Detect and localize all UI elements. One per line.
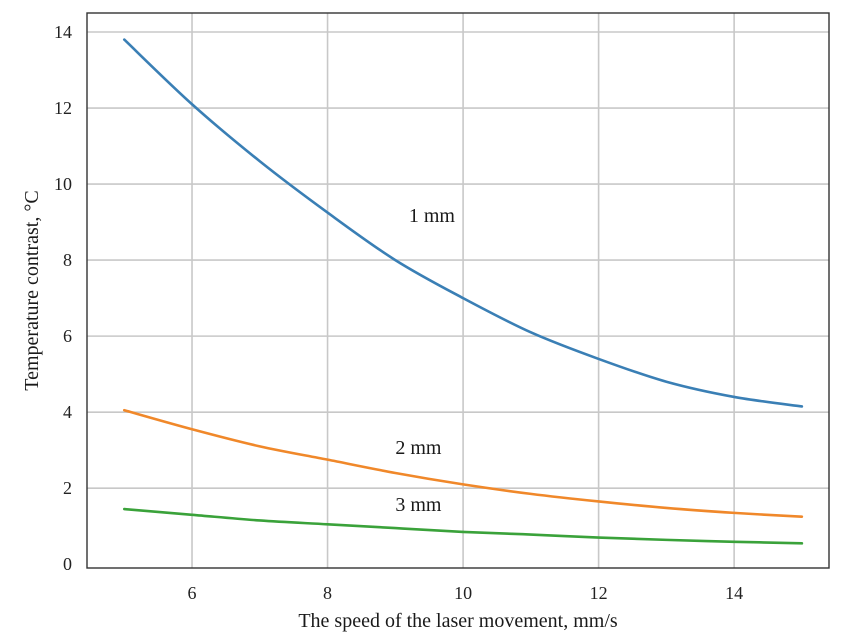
series-label-2-mm: 2 mm <box>395 437 442 459</box>
series-annotations: 1 mm 2 mm 3 mm <box>395 205 455 516</box>
series-line-2-mm <box>122 408 804 518</box>
series-lines <box>122 38 804 545</box>
y-tick-label: 2 <box>63 478 72 498</box>
y-tick-label: 12 <box>54 98 72 118</box>
series-line-3-mm <box>122 507 804 545</box>
x-tick-label: 12 <box>590 583 608 603</box>
y-tick-label: 4 <box>63 402 72 422</box>
series-label-1-mm: 1 mm <box>409 205 456 227</box>
y-tick-label: 6 <box>63 326 72 346</box>
x-tick-label: 10 <box>454 583 472 603</box>
series-label-3-mm: 3 mm <box>395 494 442 516</box>
x-tick-label: 14 <box>725 583 743 603</box>
series-line-1-mm <box>122 38 804 408</box>
y-tick-label: 0 <box>63 554 72 574</box>
x-axis-title: The speed of the laser movement, mm/s <box>298 610 618 632</box>
y-tick-label: 10 <box>54 174 72 194</box>
x-tick-label: 8 <box>323 583 332 603</box>
y-tick-label: 8 <box>63 250 72 270</box>
y-tick-label: 14 <box>54 22 72 42</box>
grid <box>87 13 829 568</box>
x-tick-label: 6 <box>188 583 197 603</box>
y-axis-title: Temperature contrast, °C <box>21 190 43 390</box>
tick-labels: 6 8 10 12 14 0 2 4 6 8 10 12 14 <box>54 22 743 603</box>
plot-area-frame <box>86 12 830 569</box>
